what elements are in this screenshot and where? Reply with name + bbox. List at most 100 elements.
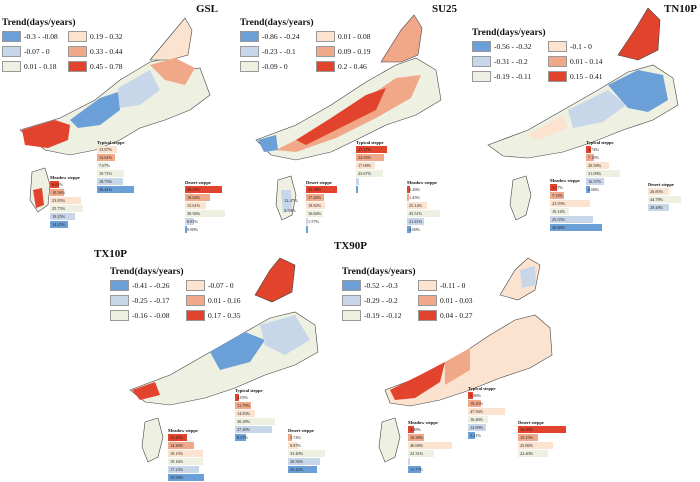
steppe-group-title: Meadow steppe [168, 428, 198, 433]
steppe-bar: 23.85% [50, 197, 81, 204]
legend-label: -0.16 - -0.08 [132, 311, 170, 320]
legend-item: -0.3 - -0.08 [2, 31, 64, 42]
steppe-bar: 33.40% [288, 450, 325, 457]
steppe-bar: 26.41% [97, 186, 135, 193]
legend-item: -0.31 - -0.2 [472, 56, 544, 67]
tn10p-legend: Trend(days/years) -0.56 - -0.32 -0.1 - 0… [472, 28, 610, 82]
steppe-bar: 14.89% [468, 424, 487, 431]
steppe-bar: 3.05% [235, 394, 248, 401]
steppe-bar: 25.86% [518, 442, 553, 449]
steppe-bar: 11.77% [408, 466, 424, 473]
steppe-bar-label: 14.26% [170, 442, 184, 448]
steppe-bar-label: 7.67% [99, 162, 111, 168]
tx10p-legend: Trend(days/years) -0.41 - -0.26 -0.07 - … [110, 267, 248, 321]
steppe-bar: 10.40% [168, 434, 187, 441]
steppe-bar-label: 10.25% [470, 400, 484, 406]
gsl-map [19, 17, 211, 213]
steppe-bar: 7.67% [97, 162, 111, 169]
steppe-bar-label: 26.85% [650, 188, 664, 194]
steppe-bar-label: 19.25% [52, 213, 66, 219]
steppe-bar-label: 17.23% [170, 466, 184, 472]
steppe-bar-label: 12.61% [99, 154, 113, 160]
steppe-bar: 35.08% [306, 186, 337, 193]
steppe-group-title: Typical steppe [468, 386, 496, 391]
steppe-bar-label: 3.48% [410, 426, 422, 432]
steppe-bar-label: 4.69% [409, 226, 421, 232]
panel-tn10p: TN10P Trend(days/years) -0.56 - -0.32 -0… [468, 0, 700, 240]
tn10p-typical-steppe: Typical steppe 4.74% 7.15% 20.58% 31.09% 16.3… [586, 140, 621, 194]
steppe-bar-label: 17.26% [308, 194, 322, 200]
steppe-bar: 5.41% [468, 432, 481, 439]
steppe-bar-label: 10.40% [170, 434, 184, 440]
su25-meadow-steppe: Meadow steppe 2.26% 1.45% 25.14% 45.51% 21.41… [407, 180, 441, 234]
steppe-bar-label: 30.66% [552, 224, 566, 230]
legend-item: 0.01 - 0.03 [418, 295, 480, 306]
legend-item: 0.04 - 0.27 [418, 310, 480, 321]
steppe-bar-label: 25.55% [552, 216, 566, 222]
legend-item: -0.09 - 0 [240, 61, 312, 72]
steppe-bar: 24.95% [356, 154, 385, 161]
steppe-group-title: Meadow steppe [550, 178, 580, 183]
legend-item: -0.23 - -0.1 [240, 46, 312, 57]
gsl-region-mid-blue [70, 92, 120, 128]
legend-label: -0.52 - -0.3 [364, 281, 398, 290]
su25-region-red [296, 88, 386, 145]
legend-item: -0.19 - -0.12 [342, 310, 414, 321]
steppe-group-title: Typical steppe [356, 140, 384, 145]
legend-title: Trend(days/years) [2, 18, 76, 28]
su25-island-blue [281, 190, 292, 213]
steppe-bar: 6.81% [185, 218, 198, 225]
steppe-bar: 14.26% [168, 442, 195, 449]
steppe-bar-label: 10.38% [410, 434, 424, 440]
tx10p-typical-steppe: Typical steppe 3.05% 11.79% 14.83% 30.28% 27.… [235, 388, 275, 442]
legend-label: -0.86 - -0.24 [262, 32, 300, 41]
steppe-bar-label: 25.14% [409, 202, 423, 208]
legend-item: -0.41 - -0.26 [110, 280, 182, 291]
panel-tx90p: TX90P Trend(days/years) -0.52 - -0.3 -0.… [334, 240, 580, 482]
steppe-bar: 7.15% [586, 154, 599, 161]
steppe-bar-label: 7.15% [588, 154, 600, 160]
steppe-bar-label: 45.51% [409, 210, 423, 216]
steppe-bar: 3.86% [468, 392, 481, 399]
legend-item: -0.1 - 0 [548, 41, 610, 52]
steppe-bar-label: 18.75% [99, 178, 113, 184]
steppe-bar-label: 3.86% [470, 392, 482, 398]
legend-label: -0.19 - -0.11 [494, 72, 532, 81]
legend-label: -0.29 - -0.2 [364, 296, 398, 305]
legend-label: 0.01 - 0.14 [570, 57, 603, 66]
steppe-bar-label: 31.09% [588, 170, 602, 176]
steppe-bar: 19.16% [168, 458, 203, 465]
steppe-bar: 4.69% [407, 226, 420, 233]
steppe-bar-label: 16.37% [588, 178, 602, 184]
legend-label: -0.3 - -0.08 [24, 32, 58, 41]
steppe-bar: 23.67% [356, 170, 383, 177]
legend-label: 0.45 - 0.78 [90, 62, 123, 71]
steppe-bar: 13.87% [97, 146, 117, 153]
legend-item: -0.19 - -0.11 [472, 71, 544, 82]
steppe-bar-label: 23.85% [52, 197, 66, 203]
steppe-bar: 28.48% [648, 204, 669, 211]
gsl-island-red [33, 188, 44, 208]
steppe-bar: 27.49% [235, 426, 272, 433]
steppe-bar-label: 2.26% [409, 186, 421, 192]
legend-item: 0.09 - 0.19 [316, 46, 378, 57]
legend-label: 0.2 - 0.46 [338, 62, 367, 71]
steppe-bar-label: 20.58% [588, 162, 602, 168]
steppe-bar: 17.08% [356, 162, 376, 169]
gsl-desert-steppe: Desert steppe 28.29% 18.84% 15.61% 30.56% 6.8… [185, 180, 226, 234]
legend-item: -0.52 - -0.3 [342, 280, 414, 291]
steppe-bar: 18.75% [97, 178, 124, 185]
steppe-bar-label: 3.05% [237, 394, 249, 400]
steppe-bar-label: 15.15% [520, 434, 534, 440]
su25-typical-steppe: Typical steppe 27.37% 24.95% 17.08% 23.67% [356, 140, 387, 194]
legend-grid: -0.41 - -0.26 -0.07 - 0 -0.25 - -0.17 0.… [110, 280, 248, 321]
su25-desert-steppe: Desert steppe 35.08% 17.26% 18.82% 16.66% 1.5… [306, 180, 337, 234]
steppe-group-title: Meadow steppe [50, 175, 80, 180]
steppe-bar-label: 10.56% [52, 189, 66, 195]
steppe-bar: 44.78% [648, 196, 682, 203]
su25-side-labels: 12.47% 3.54% [284, 198, 298, 213]
steppe-bar-label: 3.74% [290, 434, 302, 440]
legend-label: -0.41 - -0.26 [132, 281, 170, 290]
steppe-bar-label: 11.77% [410, 466, 424, 472]
tx10p-region-blue [210, 332, 265, 370]
